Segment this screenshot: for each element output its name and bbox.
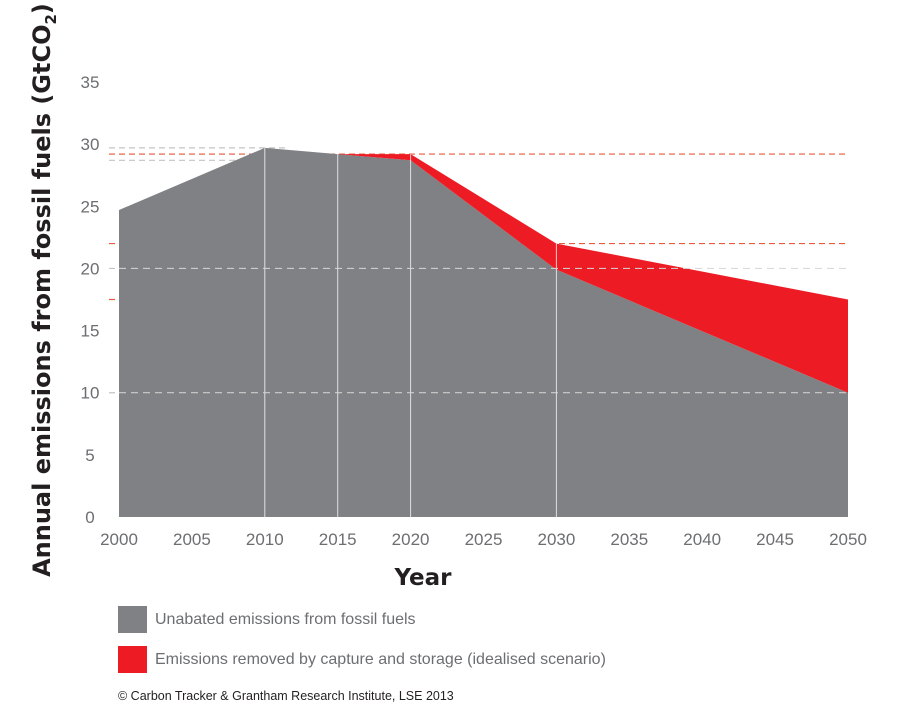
y-axis-ticks: 0 5 10 15 20 25 30 35	[81, 73, 100, 527]
y-tick-label-20: 20	[81, 259, 100, 278]
legend-swatch-unabated	[118, 606, 147, 633]
x-tick-label-2035: 2035	[610, 530, 648, 549]
x-tick-label-2030: 2030	[537, 530, 575, 549]
x-axis-title: Year	[393, 565, 452, 591]
legend-swatch-captured	[118, 646, 147, 673]
y-tick-label-15: 15	[81, 322, 100, 341]
y-tick-label-30: 30	[81, 135, 100, 154]
y-axis-title: Annual emissions from fossil fuels (GtCO…	[28, 3, 60, 577]
y-axis-title-close: )	[28, 3, 56, 14]
legend-label-unabated: Unabated emissions from fossil fuels	[155, 611, 416, 628]
area-unabated-emissions	[119, 147, 848, 517]
y-tick-label-0: 0	[85, 508, 94, 527]
y-axis-title-subscript: 2	[42, 14, 60, 24]
x-tick-label-2020: 2020	[392, 530, 430, 549]
legend: Unabated emissions from fossil fuels Emi…	[118, 606, 606, 673]
x-tick-label-2005: 2005	[173, 530, 211, 549]
y-tick-label-10: 10	[81, 384, 100, 403]
copyright-credit: © Carbon Tracker & Grantham Research Ins…	[118, 689, 454, 703]
x-tick-label-2010: 2010	[246, 530, 284, 549]
area-series	[119, 147, 848, 517]
y-axis-title-main: Annual emissions from fossil fuels (GtCO	[28, 25, 56, 577]
x-axis-ticks: 2000 2005 2010 2015 2020 2025 2030 2035 2040 2045…	[100, 530, 867, 549]
y-tick-label-5: 5	[85, 446, 94, 465]
x-tick-label-2000: 2000	[100, 530, 138, 549]
y-tick-label-35: 35	[81, 73, 100, 92]
y-tick-label-25: 25	[81, 197, 100, 216]
x-tick-label-2040: 2040	[683, 530, 721, 549]
legend-label-captured: Emissions removed by capture and storage…	[155, 651, 606, 668]
x-tick-label-2045: 2045	[756, 530, 794, 549]
vertical-guides	[264, 147, 557, 517]
x-tick-label-2015: 2015	[319, 530, 357, 549]
x-tick-label-2050: 2050	[829, 530, 867, 549]
gridlines-over-area	[119, 267, 848, 394]
x-tick-label-2025: 2025	[465, 530, 503, 549]
